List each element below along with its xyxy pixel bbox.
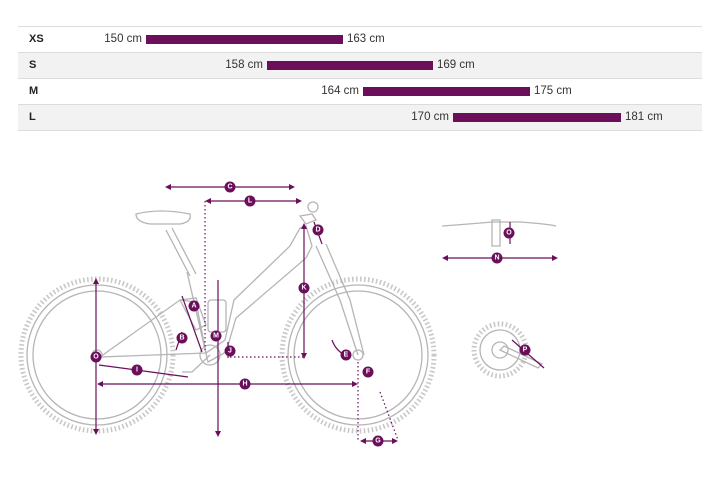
- rear-shock: [207, 299, 227, 333]
- height-range-bar: [267, 61, 433, 70]
- size-row-s: S 158 cm 169 cm: [18, 52, 702, 78]
- height-range-bar: [363, 87, 530, 96]
- min-height: 170 cm: [411, 111, 449, 123]
- badge-l: L: [244, 195, 256, 207]
- svg-text:C: C: [227, 184, 232, 191]
- svg-text:B: B: [179, 335, 184, 342]
- svg-text:M: M: [213, 333, 219, 340]
- badge-j: J: [224, 345, 236, 357]
- badge-p: P: [519, 344, 531, 356]
- badge-m: M: [210, 330, 222, 342]
- badge-d: D: [312, 224, 324, 236]
- badge-h: H: [239, 378, 251, 390]
- min-height: 158 cm: [225, 59, 263, 71]
- badge-b: B: [176, 332, 188, 344]
- min-height: 164 cm: [321, 85, 359, 97]
- fork: [315, 243, 365, 356]
- svg-text:G: G: [375, 438, 381, 445]
- badge-o-bar: O: [503, 227, 515, 239]
- svg-text:O: O: [506, 230, 512, 237]
- svg-text:K: K: [301, 285, 306, 292]
- svg-text:L: L: [248, 198, 253, 205]
- badge-f: F: [362, 366, 374, 378]
- max-height: 181 cm: [625, 111, 663, 123]
- max-height: 163 cm: [347, 33, 385, 45]
- size-label: S: [29, 59, 37, 71]
- size-label: L: [29, 111, 36, 123]
- badge-g: G: [372, 435, 384, 447]
- crankset-illustration: [471, 321, 544, 379]
- svg-text:I: I: [136, 367, 138, 374]
- svg-text:J: J: [228, 348, 232, 355]
- front-wheel: [279, 276, 437, 434]
- size-row-m: M 164 cm 175 cm: [18, 78, 702, 104]
- chainring: [199, 344, 221, 366]
- min-height: 150 cm: [104, 33, 142, 45]
- svg-text:E: E: [344, 352, 349, 359]
- size-label: XS: [29, 33, 44, 45]
- frame: [186, 225, 313, 363]
- size-label: M: [29, 85, 39, 97]
- svg-text:N: N: [494, 255, 499, 262]
- saddle: [135, 210, 191, 225]
- height-range-bar: [453, 113, 621, 122]
- bike-illustration: [18, 201, 437, 434]
- height-range-bar: [146, 35, 343, 44]
- size-chart: XS 150 cm 163 cm S 158 cm 169 cm M 164 c…: [18, 26, 702, 131]
- size-row-xs: XS 150 cm 163 cm: [18, 26, 702, 52]
- svg-text:O: O: [93, 354, 99, 361]
- badge-k: K: [298, 282, 310, 294]
- svg-text:A: A: [191, 303, 196, 310]
- max-height: 175 cm: [534, 85, 572, 97]
- geometry-badges: A B C D E F G H I J K L M N O O P: [90, 181, 531, 447]
- badge-o-wheel: O: [90, 351, 102, 363]
- badge-e: E: [340, 349, 352, 361]
- badge-n: N: [491, 252, 503, 264]
- dimension-lines: [93, 184, 558, 444]
- badge-a: A: [188, 300, 200, 312]
- size-row-l: L 170 cm 181 cm: [18, 104, 702, 131]
- svg-text:H: H: [242, 381, 247, 388]
- svg-text:F: F: [366, 369, 371, 376]
- badge-i: I: [131, 364, 143, 376]
- badge-c: C: [224, 181, 236, 193]
- handlebar-illustration: [441, 219, 557, 247]
- max-height: 169 cm: [437, 59, 475, 71]
- svg-text:P: P: [523, 347, 528, 354]
- svg-text:D: D: [315, 227, 320, 234]
- rear-wheel: [18, 276, 176, 434]
